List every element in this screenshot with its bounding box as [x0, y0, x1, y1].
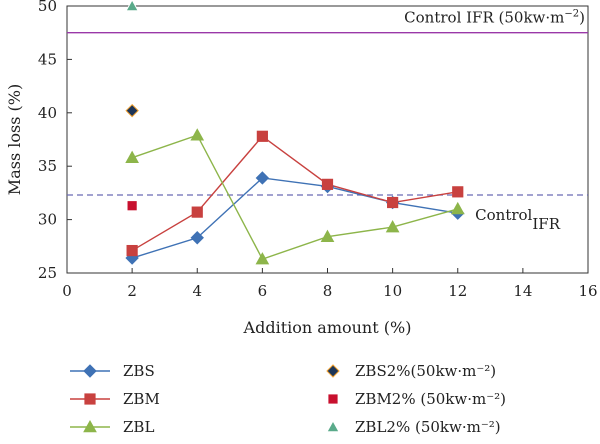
y-axis-title: Mass loss (%) — [5, 84, 24, 195]
legend: ZBS ZBM ZBL ZBS2%(50kw·m⁻²) ZBM2% (50kw·m⁻²)… — [70, 362, 506, 436]
x-tick-label: 6 — [258, 282, 268, 300]
x-axis-ticks: 0 2 4 6 8 10 12 14 16 — [62, 268, 598, 300]
series-2-point — [320, 229, 335, 242]
series-markers — [125, 0, 465, 265]
legend-marker — [83, 364, 97, 378]
y-tick-label: 40 — [38, 104, 57, 122]
series-0-point — [190, 231, 204, 245]
legend-label: ZBM — [123, 390, 160, 408]
series-1-point — [387, 196, 399, 209]
series-2-point — [125, 150, 139, 163]
legend-label: ZBM2% (50kw·m⁻²) — [355, 390, 506, 408]
x-tick-label: 0 — [62, 282, 72, 300]
series-0-line — [131, 177, 458, 259]
series-1-point — [256, 130, 268, 142]
series-2-point — [385, 220, 400, 233]
legend-label: ZBS — [123, 362, 155, 380]
y-tick-label: 50 — [38, 0, 57, 15]
x-tick-label: 16 — [578, 282, 597, 300]
legend-marker — [326, 364, 340, 378]
y-tick-label: 45 — [38, 50, 57, 68]
x-axis-title: Addition amount (%) — [243, 318, 412, 337]
series-2-line — [131, 134, 458, 260]
legend-label: ZBS2%(50kw·m⁻²) — [355, 362, 496, 380]
legend-marker — [84, 393, 96, 405]
x-tick-label: 2 — [127, 282, 137, 300]
x-tick-label: 14 — [513, 282, 532, 300]
y-tick-label: 30 — [38, 211, 57, 229]
series-0-point — [255, 171, 270, 185]
series-1-point — [452, 186, 464, 198]
series-1-point — [126, 244, 138, 257]
series-2-point — [255, 252, 270, 265]
legend-marker — [83, 419, 97, 433]
reference-line-label: Control IFR (50kw·m−2) — [404, 9, 585, 27]
series-2-point — [450, 201, 465, 215]
legend-marker — [326, 419, 340, 433]
legend-marker — [327, 393, 339, 405]
y-axis-ticks: 25 30 35 40 45 50 — [38, 0, 72, 282]
series-2-point — [190, 128, 205, 141]
series-5-point — [125, 0, 139, 12]
series-1-line — [131, 135, 458, 252]
legend-label: ZBL2% (50kw·m⁻²) — [355, 418, 501, 436]
y-tick-label: 25 — [38, 264, 57, 282]
reference-lines: Control IFR (50kw·m−2) ControlIFR — [67, 9, 588, 233]
reference-line-label: ControlIFR — [475, 206, 561, 233]
series-1-point — [321, 178, 334, 190]
legend-label: ZBL — [123, 418, 154, 436]
x-tick-label: 10 — [383, 282, 402, 300]
series-lines — [131, 134, 458, 260]
x-tick-label: 4 — [192, 282, 202, 300]
series-4-point — [126, 200, 138, 212]
x-tick-label: 12 — [448, 282, 467, 300]
x-tick-label: 8 — [323, 282, 333, 300]
y-tick-label: 35 — [38, 157, 57, 175]
series-3-point — [125, 103, 139, 118]
series-1-point — [191, 206, 203, 218]
